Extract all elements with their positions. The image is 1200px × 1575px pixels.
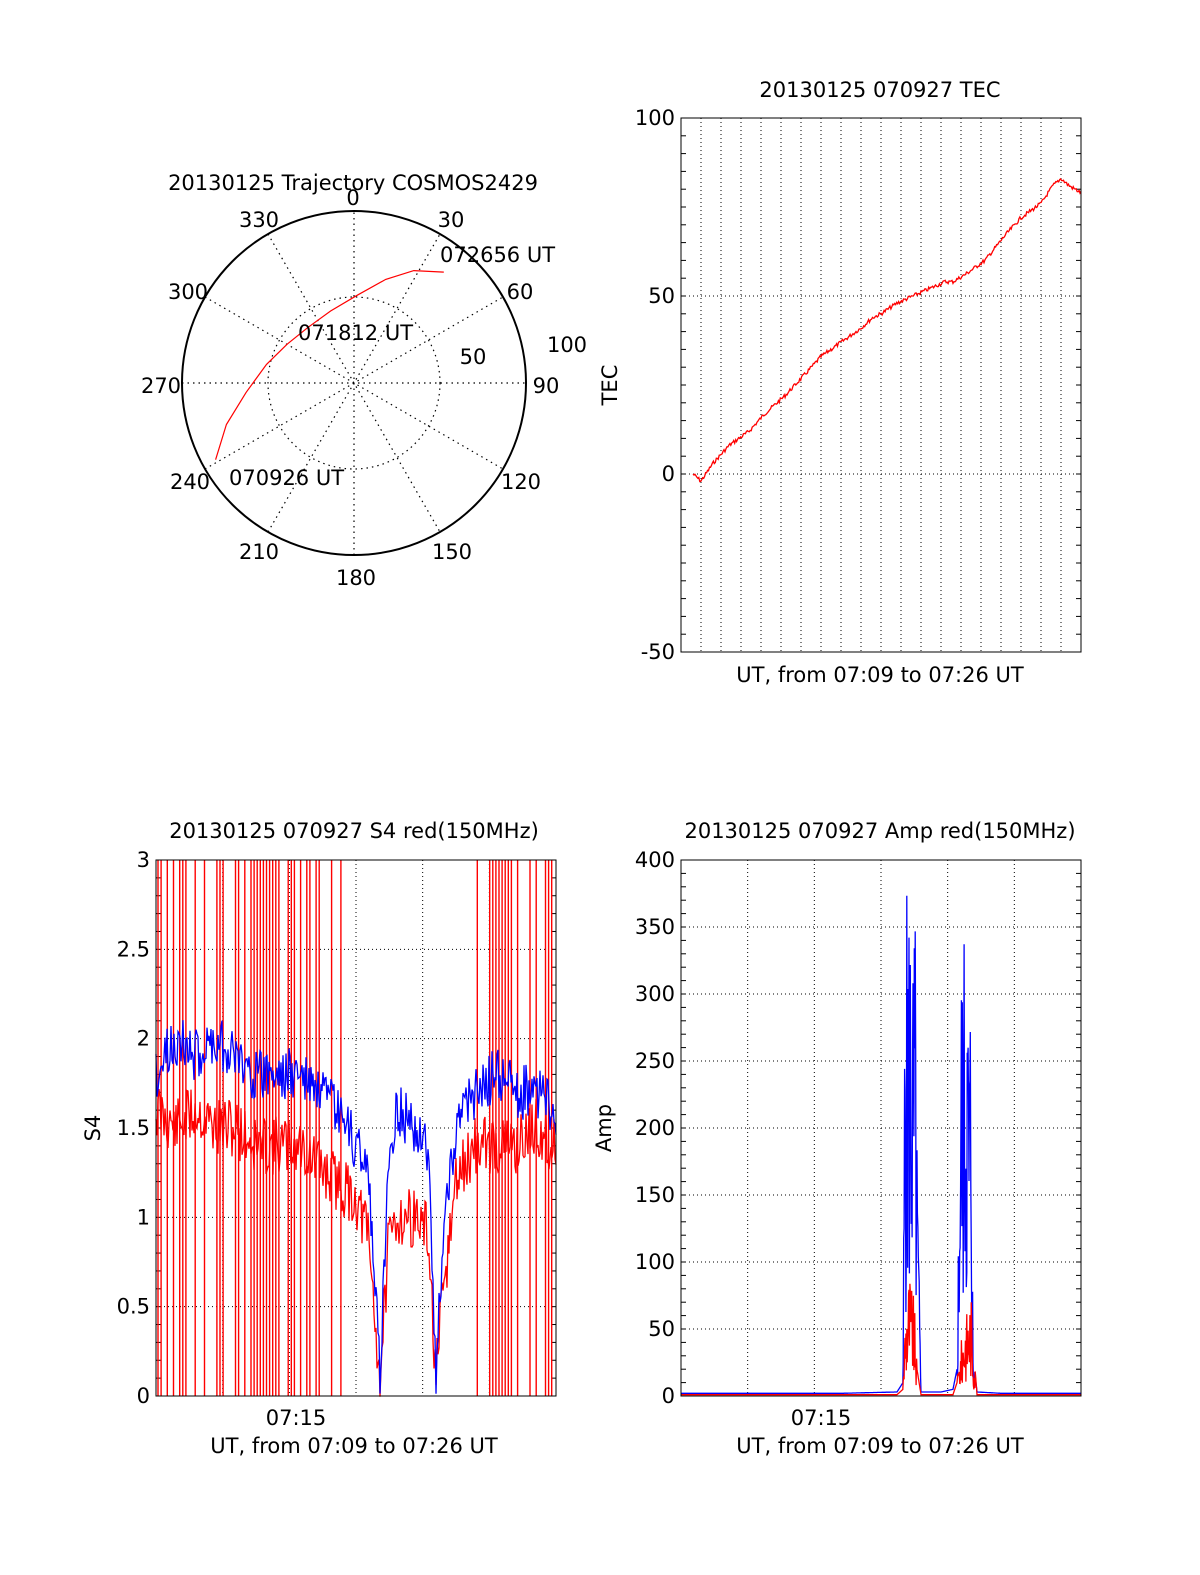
polar-spoke-150 <box>267 233 441 533</box>
tec-x-label: UT, from 07:09 to 07:26 UT <box>736 663 1024 687</box>
s4-y-tick-label: 2 <box>137 1027 150 1051</box>
amp-y-tick-label: 200 <box>635 1116 675 1140</box>
amp-x-label: UT, from 07:09 to 07:26 UT <box>736 1434 1024 1458</box>
s4-y-tick-label: 0.5 <box>117 1295 150 1319</box>
s4-frame <box>155 859 557 1397</box>
polar-az-label-240: 240 <box>170 470 210 494</box>
amp-grid <box>681 859 1081 1397</box>
amp-x-tick-0715: 07:15 <box>791 1406 852 1430</box>
polar-panel: 20130125 Trajectory COSMOS2429 0 30 60 90 12… <box>141 171 587 590</box>
track-end-label: 072656 UT <box>440 243 555 267</box>
s4-title: 20130125 070927 S4 red(150MHz) <box>169 819 539 843</box>
polar-az-label-270: 270 <box>141 374 181 398</box>
s4-series-blue <box>155 1020 557 1394</box>
amp-frame <box>680 859 1082 1397</box>
polar-az-label-120: 120 <box>501 470 541 494</box>
polar-az-label-210: 210 <box>239 540 279 564</box>
amp-series-blue <box>681 895 1081 1394</box>
polar-az-label-150: 150 <box>432 540 472 564</box>
s4-series-red <box>155 1089 557 1397</box>
amp-panel: 20130125 070927 Amp red(150MHz) 400 350 30… <box>592 819 1082 1458</box>
s4-y-tick-label: 1 <box>137 1205 150 1229</box>
polar-outer-circle <box>181 210 527 556</box>
polar-radial-label-100: 100 <box>547 333 587 357</box>
track-start-label: 070926 UT <box>229 466 344 490</box>
amp-title: 20130125 070927 Amp red(150MHz) <box>684 819 1075 843</box>
track-mid-label: 071812 UT <box>298 321 413 345</box>
polar-az-label-90: 90 <box>533 374 560 398</box>
s4-y-tick-labels: 3 2.5 2 1.5 1 0.5 0 <box>117 848 150 1408</box>
polar-az-label-180: 180 <box>336 566 376 590</box>
polar-title: 20130125 Trajectory COSMOS2429 <box>168 171 538 195</box>
polar-az-label-0: 0 <box>346 186 359 210</box>
s4-y-tick-label: 0 <box>137 1384 150 1408</box>
s4-x-tick-0715: 07:15 <box>266 1406 327 1430</box>
s4-y-tick-label: 3 <box>137 848 150 872</box>
s4-y-label: S4 <box>81 1115 105 1142</box>
amp-y-tick-label: 0 <box>662 1384 675 1408</box>
s4-y-tick-label: 1.5 <box>117 1116 150 1140</box>
amp-y-tick-label: 50 <box>648 1317 675 1341</box>
trajectory-track <box>215 269 444 460</box>
polar-az-label-300: 300 <box>168 280 208 304</box>
tec-y-tick-label: -50 <box>641 640 675 664</box>
tec-y-tick-label: 50 <box>648 284 675 308</box>
tec-title: 20130125 070927 TEC <box>759 78 1000 102</box>
tec-panel: 20130125 070927 TEC 100 50 0 -50 UT, from 0… <box>598 78 1082 687</box>
polar-grid <box>182 211 526 555</box>
s4-panel: 20130125 070927 S4 red(150MHz) 3 2.5 2 1.5 1… <box>81 819 557 1458</box>
tec-y-label: TEC <box>598 365 622 407</box>
s4-y-tick-label: 2.5 <box>117 937 150 961</box>
tec-frame <box>680 117 1082 653</box>
polar-az-label-60: 60 <box>507 280 534 304</box>
s4-red-spikes <box>157 860 553 1396</box>
polar-azimuth-labels: 0 30 60 90 120 150 180 210 240 270 300 330 <box>141 186 559 590</box>
amp-y-tick-label: 350 <box>635 915 675 939</box>
amp-y-tick-labels: 400 350 300 250 200 150 100 50 0 <box>635 848 675 1408</box>
polar-az-label-30: 30 <box>438 208 465 232</box>
amp-series-red <box>681 1283 1081 1396</box>
polar-ring-0 <box>267 296 441 470</box>
tec-y-tick-label: 100 <box>635 106 675 130</box>
polar-radial-label-50: 50 <box>460 345 487 369</box>
amp-y-label: Amp <box>592 1104 616 1152</box>
polar-az-label-330: 330 <box>239 208 279 232</box>
tec-y-tick-label: 0 <box>662 462 675 486</box>
tec-y-tick-labels: 100 50 0 -50 <box>635 106 675 664</box>
tec-series-red <box>692 177 1082 483</box>
amp-y-tick-label: 250 <box>635 1049 675 1073</box>
amp-y-tick-label: 300 <box>635 982 675 1006</box>
tec-grid <box>681 117 1081 653</box>
amp-y-tick-label: 150 <box>635 1183 675 1207</box>
amp-y-tick-label: 400 <box>635 848 675 872</box>
s4-x-label: UT, from 07:09 to 07:26 UT <box>210 1434 498 1458</box>
amp-y-tick-label: 100 <box>635 1250 675 1274</box>
